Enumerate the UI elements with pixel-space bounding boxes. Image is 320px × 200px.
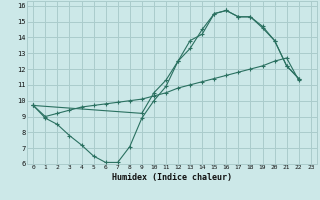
X-axis label: Humidex (Indice chaleur): Humidex (Indice chaleur) — [112, 173, 232, 182]
